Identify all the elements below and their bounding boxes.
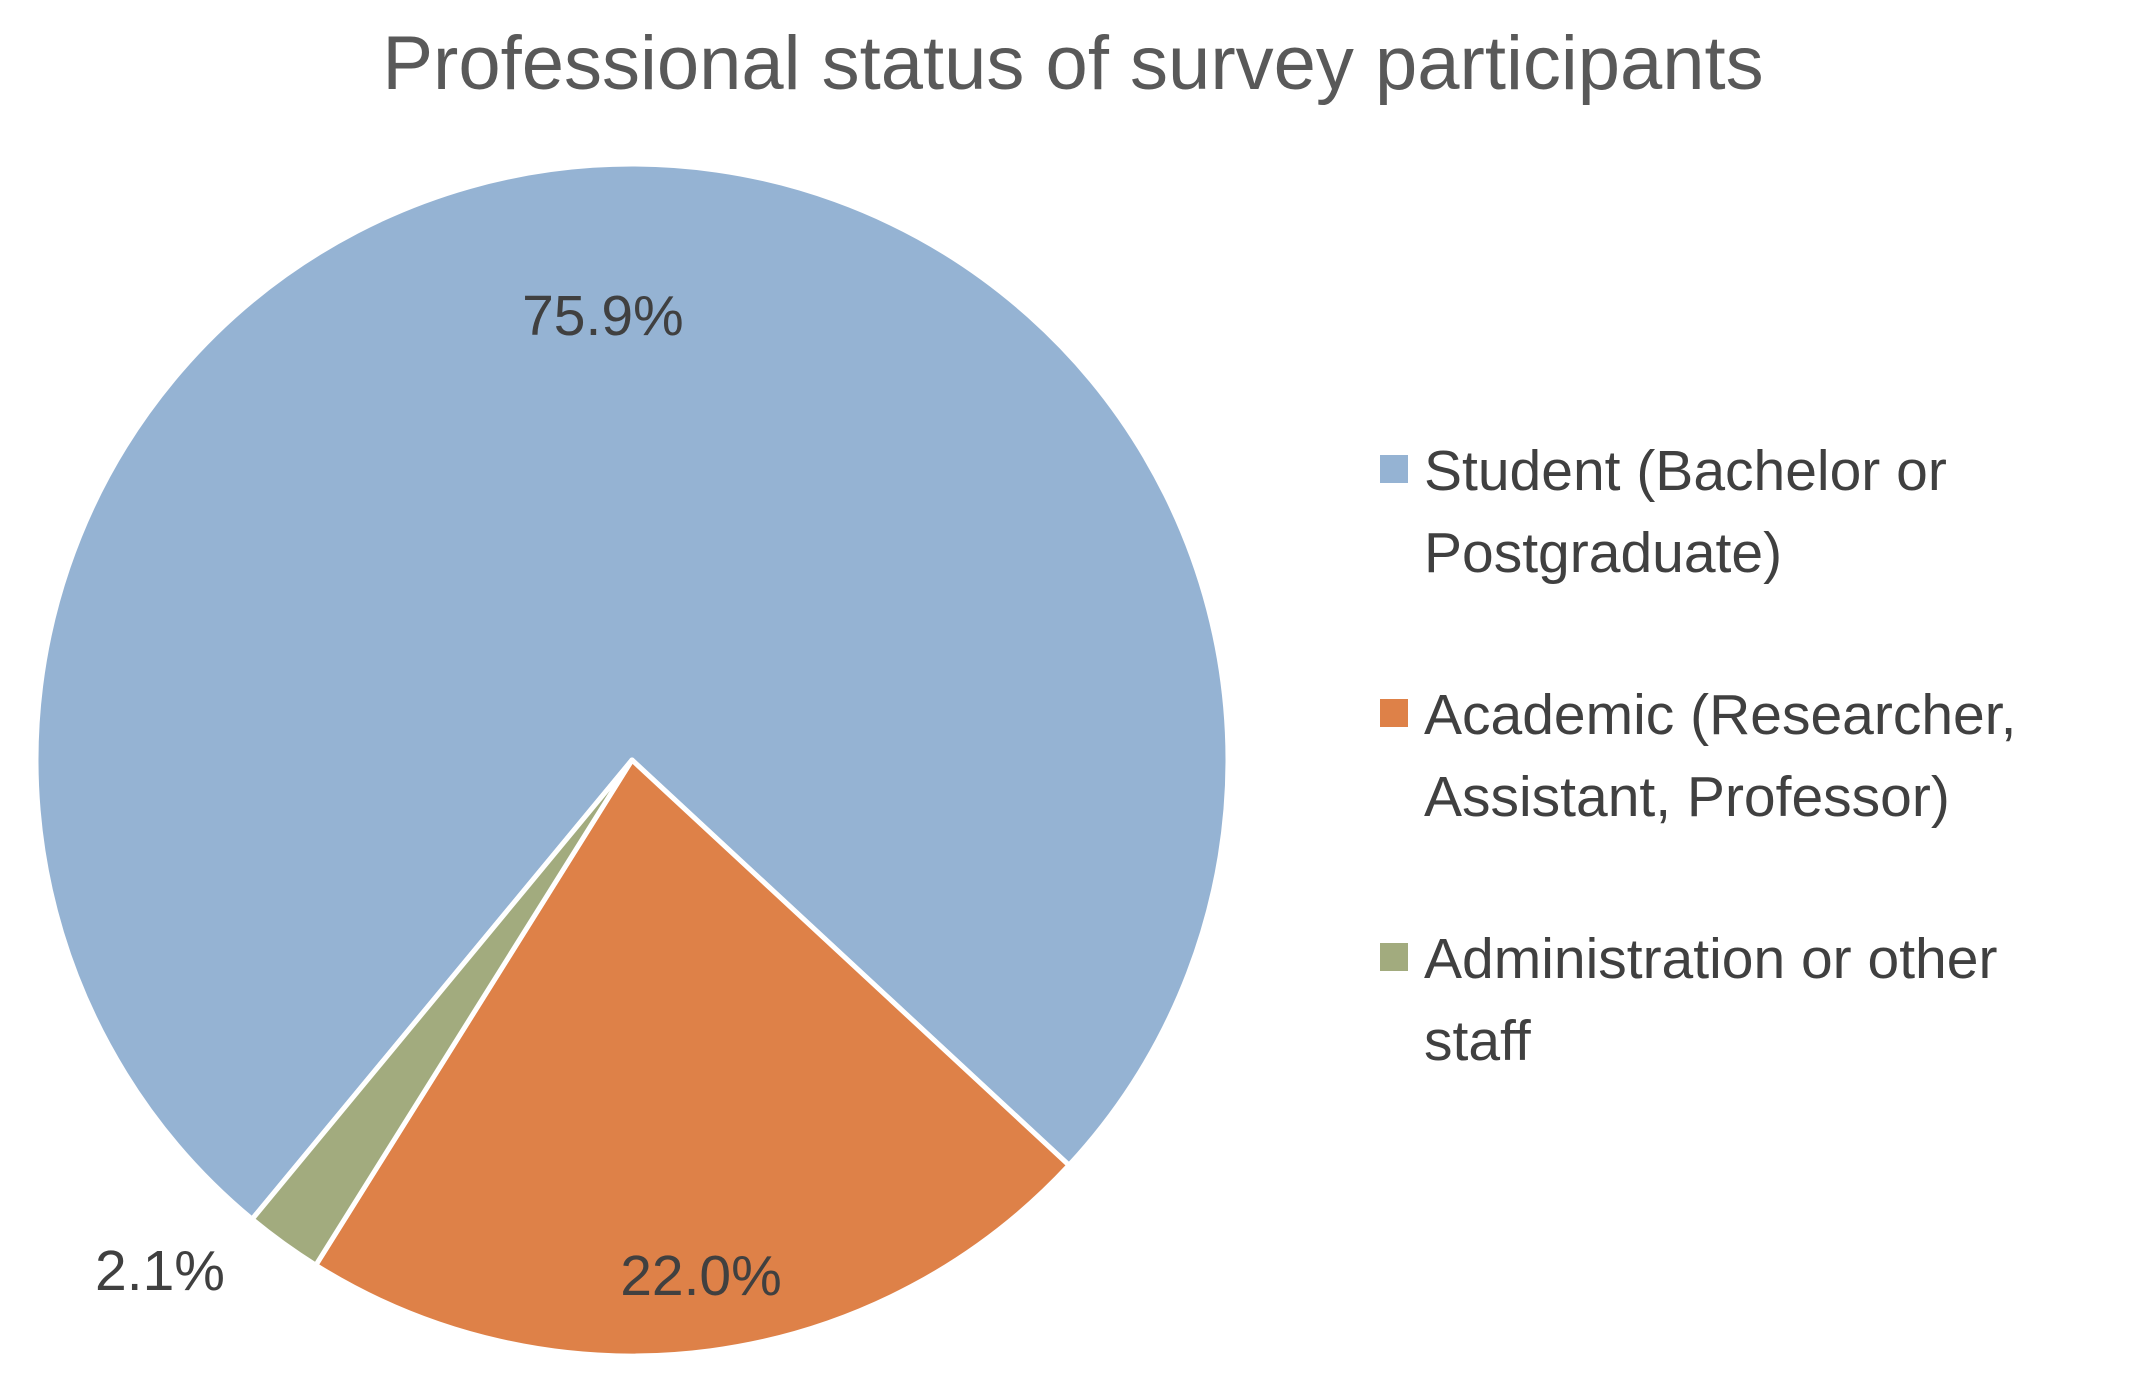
data-label-2: 22.0%: [620, 1244, 782, 1308]
legend-label-1: Student (Bachelor or Postgraduate): [1424, 439, 1947, 585]
legend-item-3: Administration or other staff: [1380, 918, 2140, 1082]
pie-slice-2: [313, 757, 1072, 1359]
legend-swatch-3: [1380, 943, 1408, 971]
legend-item-2: Academic (Researcher, Assistant, Profess…: [1380, 674, 2140, 838]
legend-item-1: Student (Bachelor or Postgraduate): [1380, 430, 2140, 594]
legend-label-3: Administration or other staff: [1424, 927, 1998, 1073]
pie-slice-3: [249, 757, 635, 1268]
chart-title: Professional status of survey participan…: [382, 21, 1764, 106]
legend-swatch-1: [1380, 455, 1408, 483]
legend-label-2: Academic (Researcher, Assistant, Profess…: [1424, 683, 2017, 829]
legend-swatch-2: [1380, 699, 1408, 727]
pie-slice-1: [33, 161, 1231, 1222]
legend: Student (Bachelor or Postgraduate) Academ…: [1380, 430, 2140, 1162]
pie-slices: [33, 161, 1231, 1359]
data-label-1: 75.9%: [522, 284, 684, 348]
data-label-3: 2.1%: [95, 1239, 225, 1303]
pie-data-labels: 75.9% 22.0% 2.1%: [95, 284, 782, 1308]
